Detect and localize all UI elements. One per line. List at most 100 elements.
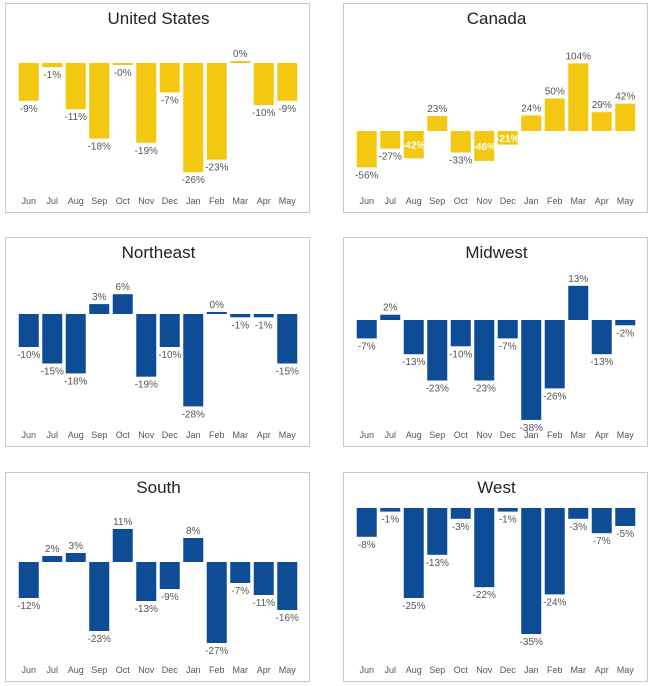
bar-jun (356, 320, 377, 339)
bar-dec (159, 562, 180, 589)
bar-jun (18, 314, 39, 347)
bar-jan (521, 508, 542, 634)
data-label-sep: 3% (92, 292, 107, 303)
tick-label-jul: Jul (384, 665, 396, 675)
data-label-aug: -25% (402, 601, 425, 612)
data-label-feb: -27% (205, 646, 228, 657)
data-label-feb: -23% (205, 163, 228, 174)
tick-label-feb: Feb (209, 196, 225, 206)
data-label-jun: -56% (355, 170, 378, 181)
tick-label-nov: Nov (476, 430, 493, 440)
data-label-jul: -1% (43, 70, 61, 81)
bar-may (277, 562, 298, 610)
bar-apr (253, 63, 274, 105)
data-label-oct: -0% (114, 68, 132, 79)
data-label-mar: 104% (565, 51, 591, 62)
bar-feb (206, 562, 227, 643)
tick-label-apr: Apr (257, 430, 271, 440)
tick-label-sep: Sep (429, 430, 445, 440)
data-label-dec: -10% (158, 350, 181, 361)
bar-may (615, 320, 636, 326)
bar-jun (356, 131, 377, 168)
tick-label-jun: Jun (359, 430, 374, 440)
tick-label-oct: Oct (116, 196, 131, 206)
bar-sep (89, 63, 110, 139)
tick-label-aug: Aug (68, 430, 84, 440)
bar-apr (253, 562, 274, 595)
data-label-may: -15% (276, 367, 299, 378)
bar-mar (568, 285, 589, 320)
tick-label-apr: Apr (595, 430, 609, 440)
bar-feb (206, 63, 227, 160)
data-label-jan: 8% (186, 526, 201, 537)
bar-feb (544, 508, 565, 595)
data-label-mar: -7% (231, 586, 249, 597)
data-label-apr: 29% (592, 100, 612, 111)
bar-oct (112, 529, 133, 562)
data-label-feb: -24% (543, 597, 566, 608)
bar-mar (568, 63, 589, 131)
data-label-may: -5% (616, 529, 634, 540)
chart-title: Northeast (122, 243, 196, 262)
data-label-mar: 0% (233, 49, 248, 60)
data-label-jan: 24% (521, 103, 541, 114)
chart-panel-south: South -12% Jun 2% Jul 3% Aug -23% Sep 11% Oct -13% N… (5, 472, 310, 682)
data-label-dec: -1% (499, 515, 517, 526)
data-label-may: 42% (615, 92, 635, 103)
bar-mar (230, 314, 251, 318)
bar-jan (521, 115, 542, 131)
bar-sep (89, 304, 110, 314)
tick-label-dec: Dec (162, 430, 179, 440)
chart-svg: United States -9% Jun -1% Jul -11% Aug -18% Sep -… (18, 9, 298, 206)
tick-label-oct: Oct (116, 430, 131, 440)
data-label-aug: -42% (402, 141, 425, 152)
data-label-dec: -21% (496, 134, 519, 145)
chart-svg: South -12% Jun 2% Jul 3% Aug -23% Sep 11% Oct -13% N… (17, 478, 299, 675)
bar-aug (65, 314, 86, 374)
bar-feb (544, 320, 565, 389)
bar-dec (159, 314, 180, 347)
data-label-jan: -35% (520, 637, 543, 648)
data-label-jan: -38% (520, 423, 543, 434)
tick-label-feb: Feb (209, 430, 225, 440)
bar-mar (230, 562, 251, 583)
data-label-nov: -19% (135, 146, 158, 157)
tick-label-jan: Jan (186, 430, 201, 440)
data-label-feb: -26% (543, 391, 566, 402)
data-label-sep: -23% (426, 383, 449, 394)
tick-label-jul: Jul (46, 430, 58, 440)
tick-label-nov: Nov (138, 196, 155, 206)
chart-panel-northeast: Northeast -10% Jun -15% Jul -18% Aug 3% Sep 6% Oct… (5, 237, 310, 447)
data-label-may: -16% (276, 613, 299, 624)
tick-label-sep: Sep (429, 665, 445, 675)
tick-label-may: May (279, 430, 297, 440)
bar-may (277, 314, 298, 364)
chart-svg: West -8% Jun -1% Jul -25% Aug -13% Sep -3% Oct -22%… (356, 478, 636, 675)
chart-panel-midwest: Midwest -7% Jun 2% Jul -13% Aug -23% Sep -10% Oct -… (343, 237, 648, 447)
tick-label-jun: Jun (21, 196, 36, 206)
data-label-sep: -23% (88, 634, 111, 645)
data-label-jan: -26% (182, 175, 205, 186)
tick-label-aug: Aug (68, 196, 84, 206)
data-label-aug: -13% (402, 357, 425, 368)
tick-label-jul: Jul (46, 665, 58, 675)
bar-oct (450, 131, 471, 153)
tick-label-jan: Jan (524, 196, 539, 206)
data-label-aug: -18% (64, 376, 87, 387)
bar-nov (474, 508, 495, 588)
bar-nov (136, 562, 157, 601)
bar-apr (591, 508, 612, 534)
data-label-jul: 2% (45, 544, 60, 555)
data-label-nov: -23% (473, 383, 496, 394)
data-label-may: -9% (278, 104, 296, 115)
tick-label-feb: Feb (547, 430, 563, 440)
tick-label-jun: Jun (359, 196, 374, 206)
bar-aug (403, 320, 424, 355)
tick-label-dec: Dec (500, 665, 517, 675)
data-label-dec: -9% (161, 592, 179, 603)
tick-label-apr: Apr (595, 196, 609, 206)
bar-may (277, 63, 298, 101)
bar-jul (42, 556, 63, 562)
bar-oct (112, 63, 133, 65)
bar-jan (183, 63, 204, 173)
